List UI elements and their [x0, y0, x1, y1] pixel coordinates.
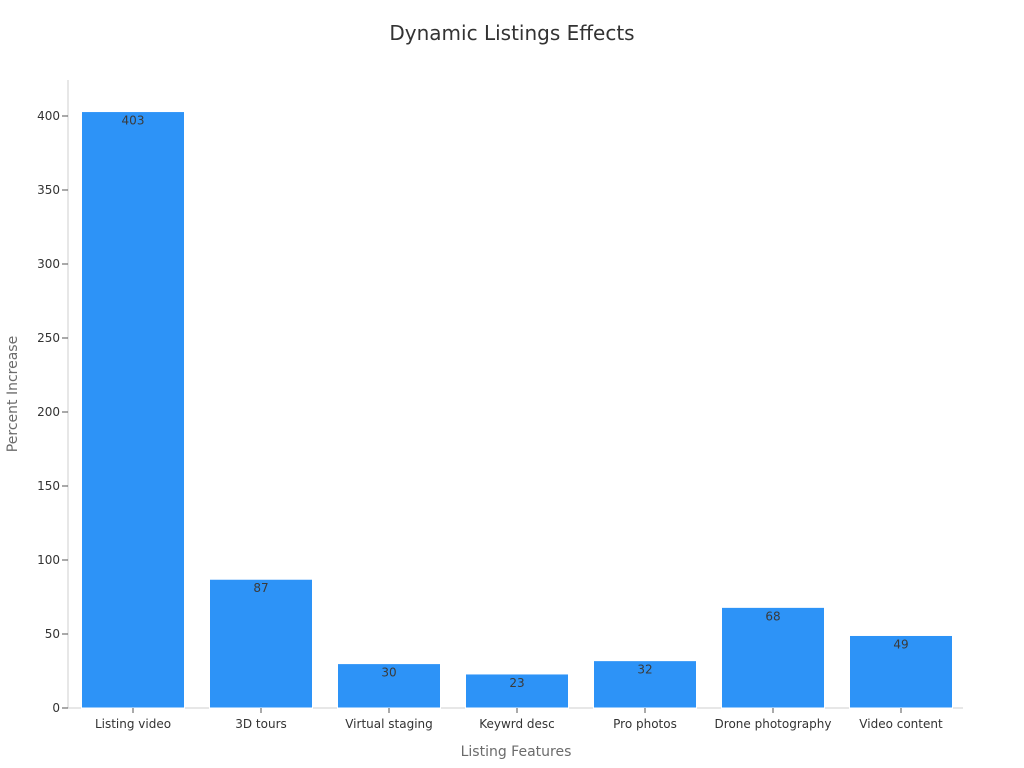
x-tick-label: Video content	[859, 717, 943, 731]
y-tick-label: 400	[37, 109, 60, 123]
bar	[465, 673, 569, 709]
y-tick-label: 150	[37, 479, 60, 493]
bar-value-label: 49	[893, 637, 908, 651]
bar-value-label: 68	[765, 609, 780, 623]
y-tick-label: 300	[37, 257, 60, 271]
x-tick-label: 3D tours	[235, 717, 287, 731]
x-tick-label: Drone photography	[715, 717, 832, 731]
x-tick-label: Keywrd desc	[479, 717, 555, 731]
bar-value-label: 403	[122, 114, 145, 128]
y-axis-ticks: 0 50 100 150 200 250 300 350 400	[37, 109, 68, 715]
bar-value-label: 30	[381, 666, 396, 680]
bar	[593, 660, 697, 709]
x-tick-label: Pro photos	[613, 717, 677, 731]
bars-group: 403 87 30 23 32 68 49	[81, 111, 953, 709]
y-tick-label: 200	[37, 405, 60, 419]
y-axis-label: Percent Increase	[5, 336, 21, 452]
x-axis-ticks: Listing video 3D tours Virtual staging Keyw…	[95, 708, 943, 731]
bar-value-label: 32	[637, 663, 652, 677]
x-axis-label: Listing Features	[461, 744, 572, 760]
bar-value-label: 87	[253, 581, 268, 595]
x-tick-label: Listing video	[95, 717, 171, 731]
y-tick-label: 50	[45, 627, 60, 641]
bar	[337, 663, 441, 709]
bar	[849, 634, 953, 709]
y-tick-label: 350	[37, 183, 60, 197]
y-tick-label: 100	[37, 553, 60, 567]
chart-title: Dynamic Listings Effects	[389, 21, 634, 45]
y-tick-label: 0	[52, 701, 60, 715]
bar	[209, 578, 313, 709]
bar-value-label: 23	[509, 676, 524, 690]
bar	[721, 606, 825, 709]
bar	[81, 111, 185, 709]
y-tick-label: 250	[37, 331, 60, 345]
x-tick-label: Virtual staging	[345, 717, 433, 731]
